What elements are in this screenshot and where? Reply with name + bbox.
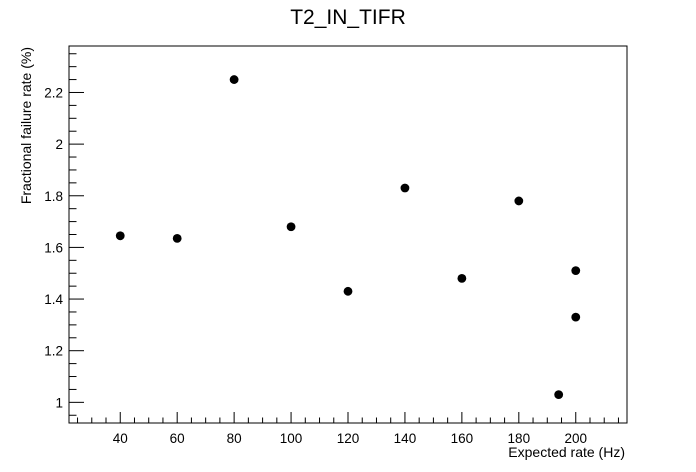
y-axis-ticks: 1 1.2 1.4 1.6 1.8 2 2.2 — [44, 53, 84, 416]
data-point — [229, 75, 239, 84]
x-tick-label: 100 — [280, 431, 303, 446]
y-tick-label: 2 — [55, 137, 63, 152]
y-tick-label: 2.2 — [44, 85, 63, 100]
data-point — [172, 233, 182, 243]
x-tick-label: 120 — [337, 431, 360, 446]
x-tick-label: 180 — [508, 431, 531, 446]
y-tick-label: 1.2 — [44, 344, 63, 359]
chart-title: T2_IN_TIFR — [290, 6, 406, 29]
data-point — [514, 196, 524, 206]
x-tick-label: 140 — [394, 431, 417, 446]
data-point — [286, 222, 296, 232]
data-point — [571, 266, 581, 276]
data-point — [400, 183, 410, 193]
x-tick-label: 60 — [170, 431, 185, 446]
y-tick-label: 1.4 — [44, 292, 63, 307]
x-tick-label: 80 — [227, 431, 242, 446]
plot-frame — [68, 45, 628, 424]
x-tick-label: 160 — [451, 431, 474, 446]
data-point — [343, 286, 353, 296]
data-point — [571, 312, 581, 322]
x-axis-label: Expected rate (Hz) — [508, 444, 625, 460]
y-tick-label: 1 — [55, 395, 63, 410]
data-point — [554, 390, 564, 399]
data-points — [115, 75, 581, 399]
data-point — [457, 273, 467, 283]
y-axis-label: Fractional failure rate (%) — [18, 47, 34, 204]
y-tick-label: 1.6 — [44, 240, 63, 255]
x-tick-label: 200 — [564, 431, 587, 446]
x-axis-ticks: 40 60 80 100 120 140 160 180 200 — [77, 412, 619, 446]
data-point — [115, 231, 125, 241]
x-tick-label: 40 — [113, 431, 128, 446]
y-tick-label: 1.8 — [44, 189, 63, 204]
